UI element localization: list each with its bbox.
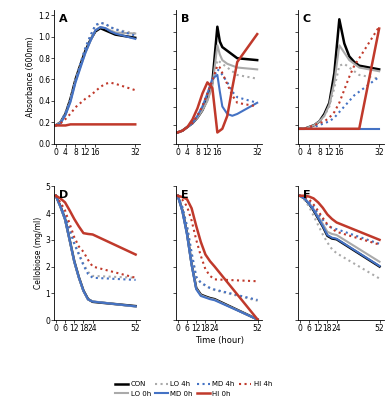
Text: B: B [180, 14, 189, 24]
X-axis label: Time (hour): Time (hour) [195, 336, 244, 345]
Y-axis label: Absorbance (600nm): Absorbance (600nm) [26, 36, 35, 117]
Legend: CON, LO 0h, LO 4h, MD 0h, MD 4h, HI 0h, HI 4h: CON, LO 0h, LO 4h, MD 0h, MD 4h, HI 0h, … [116, 381, 272, 396]
Text: F: F [303, 190, 310, 200]
Text: E: E [180, 190, 188, 200]
Text: D: D [59, 190, 68, 200]
Text: A: A [59, 14, 67, 24]
Y-axis label: Cellobiose (mg/ml): Cellobiose (mg/ml) [33, 217, 43, 289]
Text: C: C [303, 14, 311, 24]
